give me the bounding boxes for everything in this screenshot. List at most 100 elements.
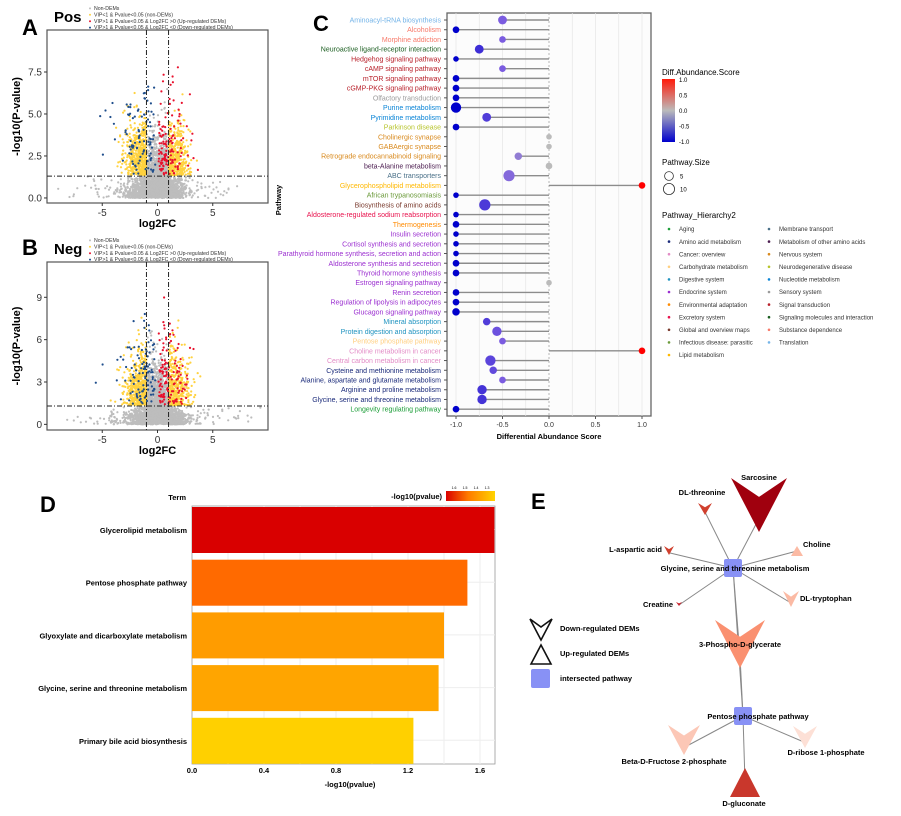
non-dem-point — [104, 422, 107, 425]
up-regulated-point — [158, 142, 161, 145]
non-dem-point — [158, 182, 161, 185]
non-dem-point — [162, 170, 165, 173]
non-dem-point — [199, 412, 202, 415]
non-dem-point — [132, 188, 135, 191]
up-regulated-point — [164, 154, 168, 157]
up-regulated-point — [157, 160, 160, 163]
non-dem-point — [178, 191, 182, 194]
non-dem-point — [193, 192, 196, 195]
legend-marker — [89, 26, 91, 29]
vip-low-point — [177, 126, 180, 129]
up-regulated-point — [196, 168, 199, 171]
non-dem-point — [156, 376, 159, 379]
vip-low-point — [168, 123, 171, 126]
non-dem-point — [176, 187, 179, 190]
non-dem-point — [214, 196, 217, 199]
vip-low-point — [131, 150, 134, 153]
vip-low-point — [176, 121, 180, 124]
non-dem-point — [148, 173, 152, 176]
non-dem-point — [119, 185, 122, 188]
vip-low-point — [189, 130, 192, 133]
down-regulated-point — [149, 143, 152, 146]
up-regulated-point — [171, 75, 174, 78]
up-regulated-point — [169, 162, 172, 165]
non-dem-point — [222, 194, 225, 197]
vip-low-point — [126, 141, 129, 144]
non-dem-point — [131, 180, 134, 183]
vip-low-point — [185, 160, 188, 163]
vip-low-point — [129, 166, 133, 169]
non-dem-point — [96, 191, 99, 194]
non-dem-point — [151, 129, 154, 132]
vip-low-point — [189, 143, 192, 146]
non-dem-point — [116, 187, 119, 190]
vip-low-point — [135, 143, 138, 146]
legend-marker — [89, 245, 91, 248]
vip-low-point — [170, 165, 173, 168]
vip-low-point — [141, 132, 144, 135]
up-regulated-point — [161, 125, 164, 128]
down-regulated-point — [147, 110, 150, 113]
down-regulated-point — [133, 141, 137, 144]
non-dem-point — [152, 186, 155, 189]
vip-low-point — [132, 148, 135, 151]
non-dem-point — [84, 184, 87, 187]
non-dem-point — [127, 193, 130, 196]
up-regulated-point — [160, 135, 163, 138]
non-dem-point — [188, 191, 191, 194]
non-dem-point — [151, 350, 154, 354]
non-dem-point — [128, 187, 132, 190]
legend-label: VIP<1 & Pvalue<0.05 (non-DEMs) — [94, 244, 173, 250]
down-regulated-point — [151, 138, 155, 141]
up-regulated-point — [162, 140, 165, 143]
legend-marker — [89, 13, 91, 16]
non-dem-point — [155, 159, 158, 162]
vip-low-point — [183, 145, 187, 148]
non-dem-point — [135, 196, 138, 199]
non-dem-point — [147, 186, 150, 189]
non-dem-point — [158, 183, 162, 187]
non-dem-point — [176, 189, 179, 192]
non-dem-point — [84, 420, 88, 423]
down-regulated-point — [125, 103, 128, 106]
non-dem-point — [236, 185, 239, 188]
vip-low-point — [179, 167, 182, 170]
non-dem-point — [114, 192, 117, 195]
vip-low-point — [143, 152, 146, 155]
down-regulated-point — [148, 154, 151, 157]
down-regulated-point — [150, 146, 154, 149]
non-dem-point — [200, 182, 203, 185]
non-dem-point — [148, 129, 151, 132]
non-dem-point — [79, 421, 82, 424]
non-dem-point — [142, 189, 145, 192]
up-regulated-point — [168, 97, 171, 101]
non-dem-point — [172, 189, 175, 193]
vip-low-point — [173, 109, 176, 112]
non-dem-point — [153, 140, 156, 143]
up-regulated-point — [160, 147, 163, 150]
vip-low-point — [117, 161, 120, 164]
vip-low-point — [173, 170, 176, 173]
non-dem-point — [126, 191, 129, 194]
non-dem-point — [139, 182, 142, 185]
up-regulated-point — [171, 161, 174, 164]
non-dem-point — [216, 414, 219, 418]
down-regulated-point — [99, 115, 102, 118]
down-regulated-point — [129, 139, 132, 143]
vip-low-point — [170, 122, 173, 125]
vip-low-point — [187, 145, 190, 148]
non-dem-point — [137, 191, 140, 194]
up-regulated-point — [172, 99, 175, 102]
up-regulated-point — [176, 166, 179, 169]
vip-low-point — [189, 167, 192, 170]
non-dem-point — [119, 178, 122, 181]
non-dem-point — [130, 177, 133, 180]
vip-low-point — [139, 110, 142, 114]
vip-low-point — [177, 156, 180, 159]
panel-letter-c: C — [313, 11, 329, 36]
non-dem-point — [102, 196, 105, 199]
non-dem-point — [163, 137, 166, 141]
non-dem-point — [211, 181, 215, 184]
non-dem-point — [195, 184, 199, 187]
non-dem-point — [154, 179, 157, 182]
